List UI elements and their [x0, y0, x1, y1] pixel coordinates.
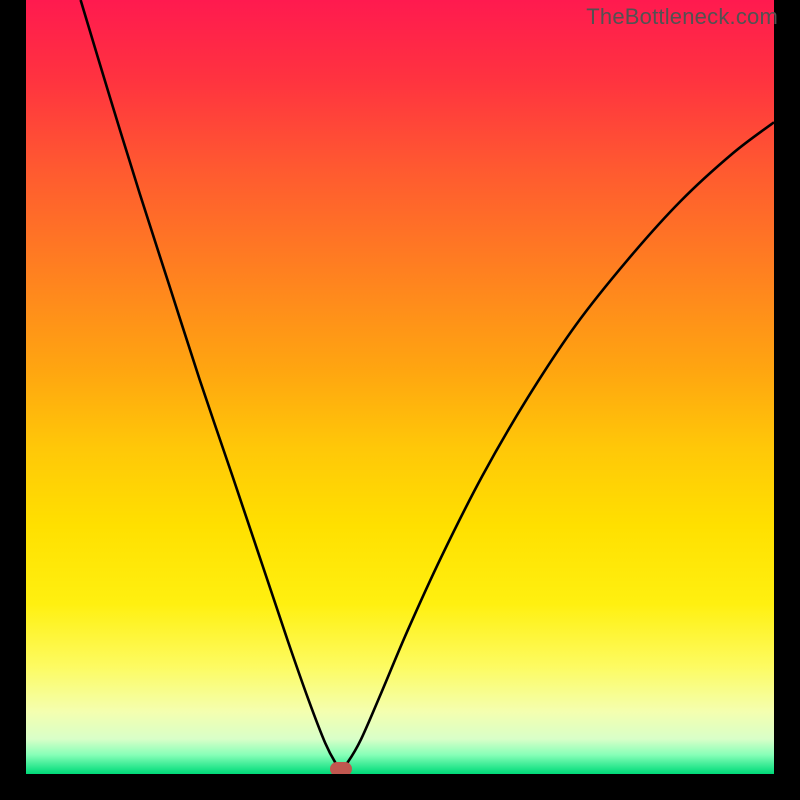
- frame-bottom: [0, 774, 800, 800]
- plot-area: [26, 0, 774, 774]
- frame-left: [0, 0, 26, 800]
- bottleneck-curve: [26, 0, 774, 774]
- watermark-text: TheBottleneck.com: [586, 4, 778, 30]
- optimum-marker: [330, 762, 352, 774]
- frame-right: [774, 0, 800, 800]
- curve-path: [81, 0, 774, 769]
